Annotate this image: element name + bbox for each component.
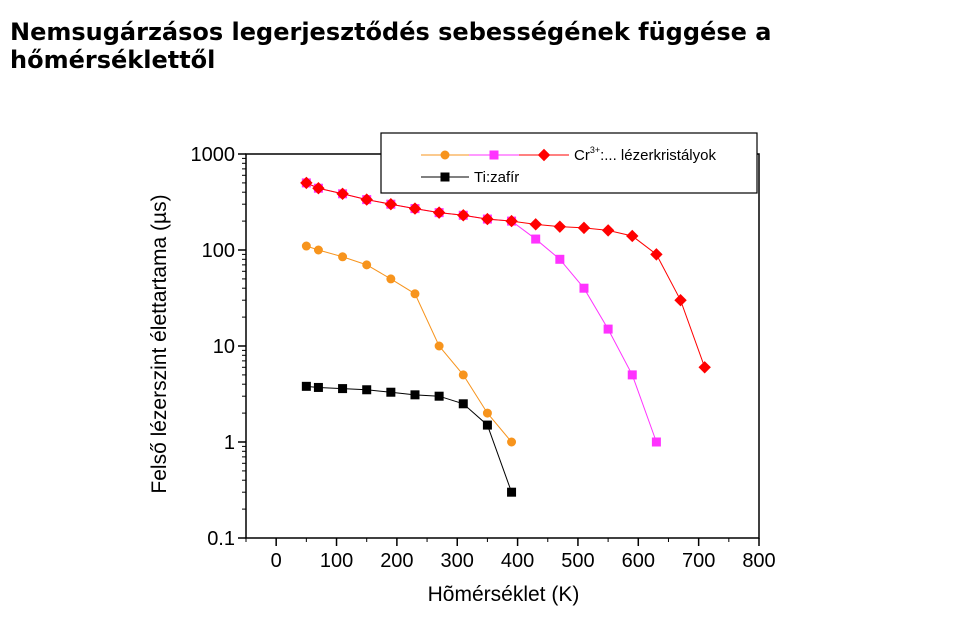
series-layer	[300, 176, 711, 497]
data-point	[434, 391, 444, 401]
data-point	[626, 229, 639, 243]
series-line	[306, 385, 513, 493]
data-point	[386, 274, 396, 284]
data-point	[651, 437, 661, 447]
plot-border	[245, 153, 760, 539]
x-tick-label: 800	[742, 550, 775, 572]
y-tick-label: 1000	[191, 144, 236, 166]
data-point	[601, 224, 615, 237]
data-point	[698, 361, 711, 374]
data-point	[531, 234, 541, 244]
y-tick-label: 100	[202, 240, 235, 262]
data-point	[482, 408, 492, 418]
data-point	[312, 182, 325, 195]
x-tick-label: 200	[380, 550, 413, 572]
data-point	[650, 248, 663, 261]
data-point	[336, 187, 349, 201]
legend-label-ti: Ti:zafír	[474, 169, 519, 186]
data-point	[313, 382, 323, 392]
x-tick-label: 0	[271, 550, 282, 572]
data-point	[410, 390, 420, 400]
x-axis-label: Hõmérséklet (K)	[428, 583, 580, 606]
data-point	[362, 260, 372, 270]
data-point	[529, 218, 542, 231]
y-tick-label: 1	[224, 432, 235, 454]
data-point	[507, 437, 517, 447]
x-tick-label: 400	[501, 550, 534, 572]
x-tick-label: 300	[441, 550, 474, 572]
data-point	[481, 212, 494, 226]
legend-label-cr: Cr3+:... lézerkristályok	[574, 145, 716, 164]
data-point	[301, 381, 311, 391]
data-point	[458, 370, 468, 380]
legend-marker	[440, 172, 450, 182]
x-tick-label: 500	[561, 550, 594, 572]
data-point	[300, 176, 313, 190]
series-3	[301, 381, 517, 497]
legend-box	[380, 132, 758, 194]
x-tick-label: 100	[320, 550, 353, 572]
data-point	[507, 487, 517, 497]
data-point	[338, 252, 348, 262]
data-point	[301, 241, 311, 251]
legend-marker	[489, 150, 499, 160]
series-2	[300, 176, 711, 374]
x-tick-label: 700	[682, 550, 715, 572]
y-axis: 0.1 1 10 100 1000	[191, 144, 246, 550]
data-point	[408, 202, 422, 215]
legend: Cr3+:... lézerkristályok Ti:zafír	[380, 132, 758, 194]
data-point	[553, 220, 567, 233]
data-point	[482, 420, 492, 430]
x-axis: 0 100 200 300 400 500 600 700 800	[245, 538, 776, 572]
y-tick-label: 0.1	[207, 528, 235, 550]
data-point	[362, 385, 372, 395]
plot-frame	[245, 153, 760, 539]
data-point	[627, 370, 637, 380]
data-point	[505, 214, 518, 228]
legend-marker	[440, 150, 450, 160]
data-point	[555, 254, 565, 264]
data-point	[674, 293, 687, 307]
data-point	[458, 399, 468, 409]
y-axis-label: Felső lézerszint élettartama (µs)	[148, 194, 171, 493]
data-point	[338, 384, 348, 394]
data-point	[384, 197, 398, 211]
data-point	[386, 387, 396, 397]
data-point	[603, 324, 613, 334]
series-0	[301, 241, 517, 447]
data-point	[434, 341, 444, 351]
legend-marker	[537, 148, 551, 162]
y-tick-label: 10	[213, 336, 235, 358]
series-line	[306, 182, 706, 368]
page-title: Nemsugárzásos legerjesztődés sebességéne…	[10, 18, 772, 74]
series-line	[306, 245, 512, 443]
x-tick-label: 600	[622, 550, 655, 572]
data-point	[457, 209, 470, 222]
data-point	[313, 245, 323, 255]
data-point	[577, 221, 591, 235]
data-point	[410, 289, 420, 299]
data-point	[360, 193, 373, 206]
data-point	[579, 283, 589, 293]
data-point	[432, 206, 446, 219]
